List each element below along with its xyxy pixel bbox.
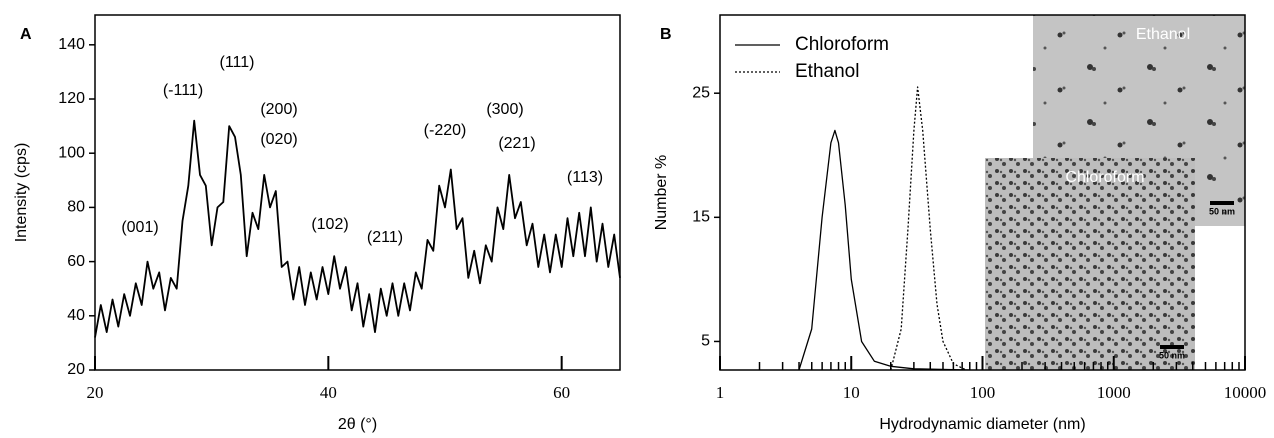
scale-bar-label: 50 nm <box>1209 206 1235 216</box>
plot-frame <box>94 14 621 371</box>
scale-bar-label: 50 nm <box>1159 350 1185 360</box>
inset-image <box>985 158 1195 370</box>
peak-annotation: (111) <box>220 54 255 71</box>
y-axis-label: Number % <box>653 155 670 231</box>
x-tick-label: 10 <box>843 383 860 402</box>
peak-annotation: (200) <box>260 101 297 118</box>
x-axis-label: 2θ (°) <box>338 416 377 433</box>
x-tick-label: 1000 <box>1097 383 1131 402</box>
x-tick-label: 40 <box>320 383 337 402</box>
y-tick-label: 80 <box>67 199 85 216</box>
y-tick-label: 60 <box>67 253 85 270</box>
data-line <box>890 86 967 370</box>
x-tick-label: 60 <box>553 383 570 402</box>
peak-annotation: (020) <box>260 131 297 148</box>
y-tick-label: 5 <box>701 333 710 350</box>
y-tick-label: 15 <box>692 209 710 226</box>
x-tick-label: 20 <box>87 383 104 402</box>
peak-annotation: (-220) <box>424 122 467 139</box>
y-tick-label: 120 <box>58 90 85 107</box>
y-axis-label: Intensity (cps) <box>13 143 30 243</box>
peak-annotation: (300) <box>486 101 523 118</box>
legend-label: Ethanol <box>795 61 859 82</box>
peak-annotation: (102) <box>311 216 348 233</box>
scale-bar <box>1210 201 1234 205</box>
data-line <box>798 129 970 370</box>
peak-annotation: (001) <box>121 219 158 236</box>
peak-annotation: (113) <box>567 169 603 186</box>
x-tick-label: 100 <box>970 383 996 402</box>
legend-label: Chloroform <box>795 34 889 55</box>
y-tick-label: 40 <box>67 307 85 324</box>
y-tick-label: 100 <box>58 144 85 161</box>
x-axis-label: Hydrodynamic diameter (nm) <box>879 416 1085 433</box>
x-tick-label: 1 <box>716 383 725 402</box>
y-tick-label: 25 <box>692 84 710 101</box>
y-tick-label: 140 <box>58 36 85 53</box>
peak-annotation: (221) <box>498 135 535 152</box>
scale-bar <box>1160 345 1184 349</box>
inset-label: Ethanol <box>1136 26 1190 43</box>
data-line <box>94 119 621 338</box>
peak-annotation: (-111) <box>163 82 203 99</box>
y-tick-label: 20 <box>67 361 85 378</box>
plot-clip <box>798 86 970 370</box>
panel-label: B <box>660 26 672 43</box>
inset-label: Chloroform <box>1065 169 1144 186</box>
panel-label: A <box>20 26 32 43</box>
peak-annotation: (211) <box>367 229 403 246</box>
x-tick-label: 10000 <box>1224 383 1267 402</box>
